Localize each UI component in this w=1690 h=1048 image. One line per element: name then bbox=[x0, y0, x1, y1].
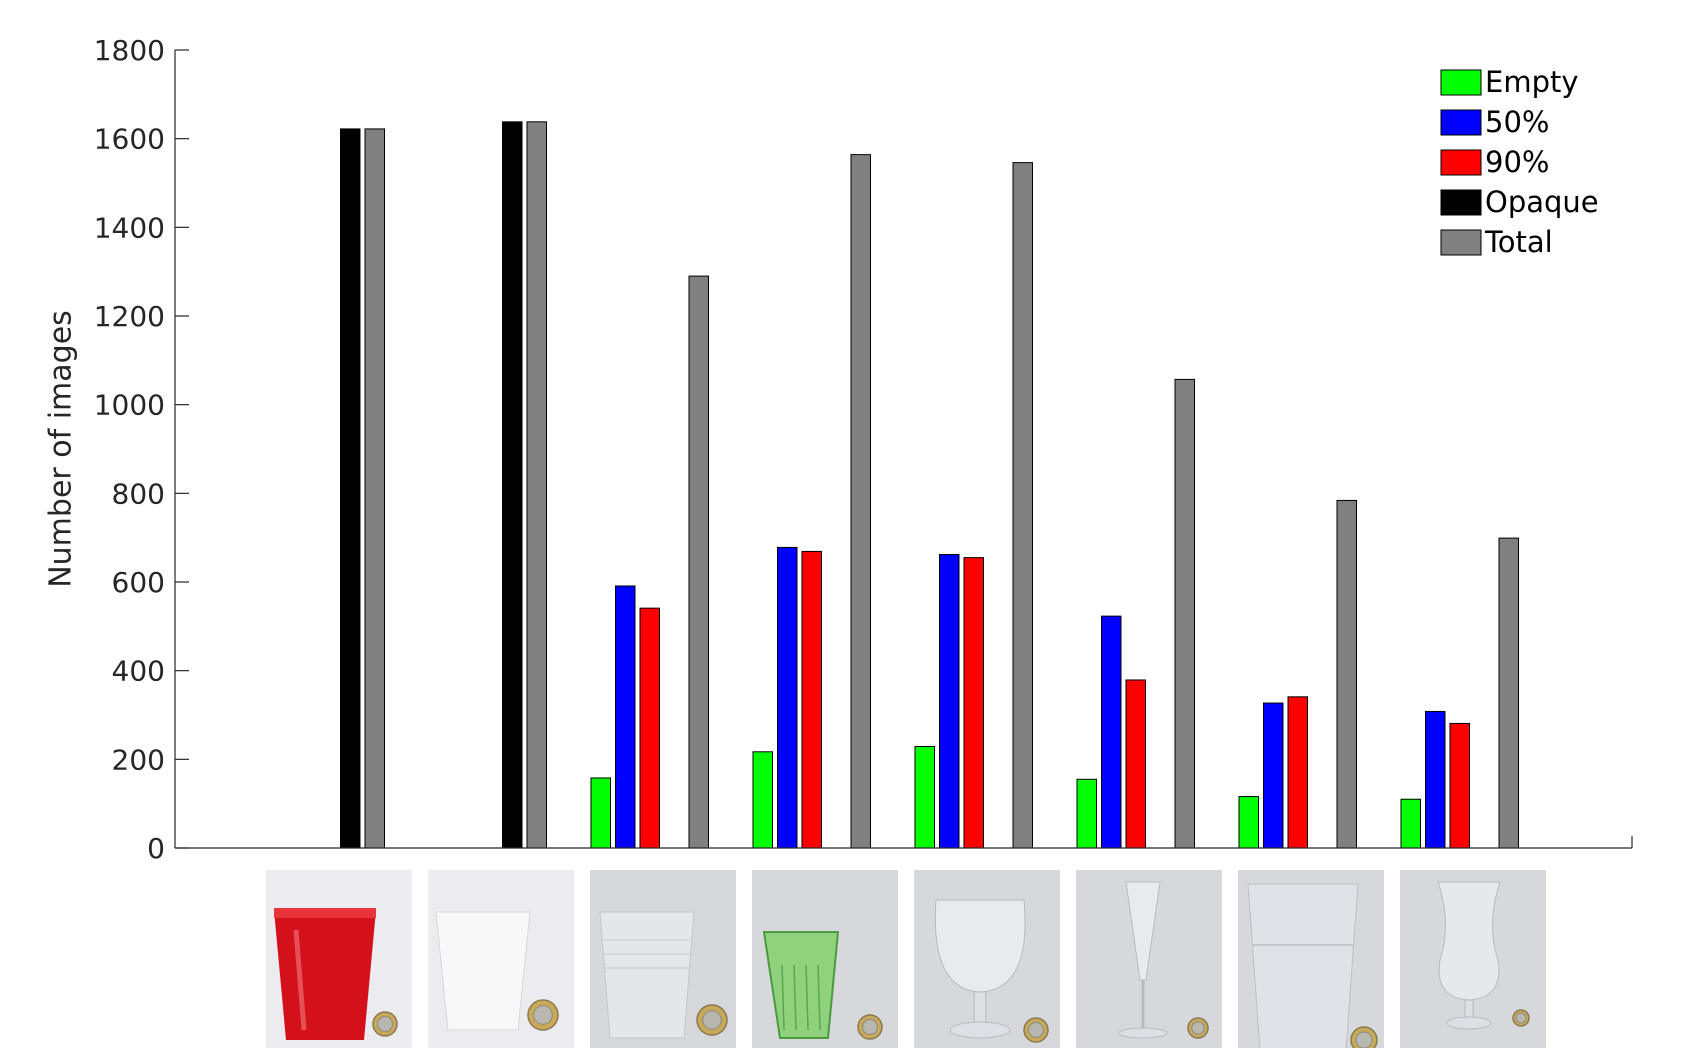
bar-90-4 bbox=[801, 550, 822, 849]
category-images bbox=[266, 870, 1546, 1048]
y-tick-label: 1800 bbox=[94, 34, 165, 67]
bar-empty-5 bbox=[914, 745, 935, 849]
legend-label-empty: Empty bbox=[1485, 65, 1579, 99]
y-tick-label: 400 bbox=[112, 655, 165, 688]
legend-label-90: 90% bbox=[1485, 145, 1549, 179]
legend-swatch-total bbox=[1440, 229, 1482, 256]
legend-swatch-opaque bbox=[1440, 189, 1482, 216]
bar-opaque-1 bbox=[340, 128, 361, 849]
y-axis-title: Number of images bbox=[44, 310, 79, 588]
bar-90-8 bbox=[1449, 722, 1470, 849]
bar-50-7 bbox=[1263, 702, 1284, 849]
axes-group bbox=[174, 50, 1633, 849]
bar-90-3 bbox=[639, 607, 660, 849]
y-tick-label: 200 bbox=[112, 743, 165, 776]
bar-total-5 bbox=[1012, 162, 1033, 849]
red-cup-image bbox=[266, 870, 412, 1048]
bar-empty-7 bbox=[1238, 796, 1259, 849]
bar-empty-4 bbox=[752, 751, 773, 849]
legend-swatch-empty bbox=[1440, 69, 1482, 96]
bar-50-8 bbox=[1425, 710, 1446, 849]
y-tick-label: 600 bbox=[112, 566, 165, 599]
bar-50-3 bbox=[615, 585, 636, 849]
bar-total-7 bbox=[1336, 499, 1357, 849]
bar-total-6 bbox=[1174, 378, 1195, 849]
legend-label-50: 50% bbox=[1485, 105, 1549, 139]
green-glass-image bbox=[752, 870, 898, 1048]
bar-50-6 bbox=[1101, 615, 1122, 849]
bar-total-1 bbox=[364, 128, 385, 849]
bar-50-4 bbox=[777, 546, 798, 849]
hurricane-glass-image bbox=[1400, 870, 1546, 1048]
wine-glass-image bbox=[914, 870, 1060, 1048]
bar-90-7 bbox=[1287, 696, 1308, 849]
bars-group bbox=[340, 121, 1519, 849]
bar-total-8 bbox=[1498, 537, 1519, 849]
bar-90-5 bbox=[963, 557, 984, 849]
bar-50-5 bbox=[939, 554, 960, 849]
y-ticks-group: 0 200 400 600 800 1000 1200 1400 1600 1800 bbox=[94, 34, 189, 865]
legend-label-total: Total bbox=[1484, 225, 1553, 259]
flute-glass-image bbox=[1076, 870, 1222, 1048]
bar-empty-6 bbox=[1076, 778, 1097, 849]
bar-empty-3 bbox=[590, 777, 611, 849]
y-tick-label: 1000 bbox=[94, 389, 165, 422]
bar-total-3 bbox=[688, 275, 709, 849]
bar-opaque-2 bbox=[502, 121, 523, 849]
bar-90-6 bbox=[1125, 679, 1146, 849]
legend-label-opaque: Opaque bbox=[1485, 185, 1599, 219]
y-tick-label: 1600 bbox=[94, 123, 165, 156]
large-clear-cup-image bbox=[1238, 870, 1384, 1048]
bar-empty-8 bbox=[1400, 798, 1421, 849]
legend: Empty 50% 90% Opaque Total bbox=[1440, 65, 1599, 259]
clear-cup-image bbox=[590, 870, 736, 1048]
legend-swatch-90 bbox=[1440, 149, 1482, 176]
white-cup-image bbox=[428, 870, 574, 1048]
y-tick-label: 1200 bbox=[94, 300, 165, 333]
y-tick-label: 0 bbox=[147, 832, 165, 865]
bar-total-4 bbox=[850, 154, 871, 849]
legend-swatch-50 bbox=[1440, 109, 1482, 136]
y-tick-label: 1400 bbox=[94, 211, 165, 244]
y-tick-label: 800 bbox=[112, 477, 165, 510]
bar-total-2 bbox=[526, 121, 547, 849]
